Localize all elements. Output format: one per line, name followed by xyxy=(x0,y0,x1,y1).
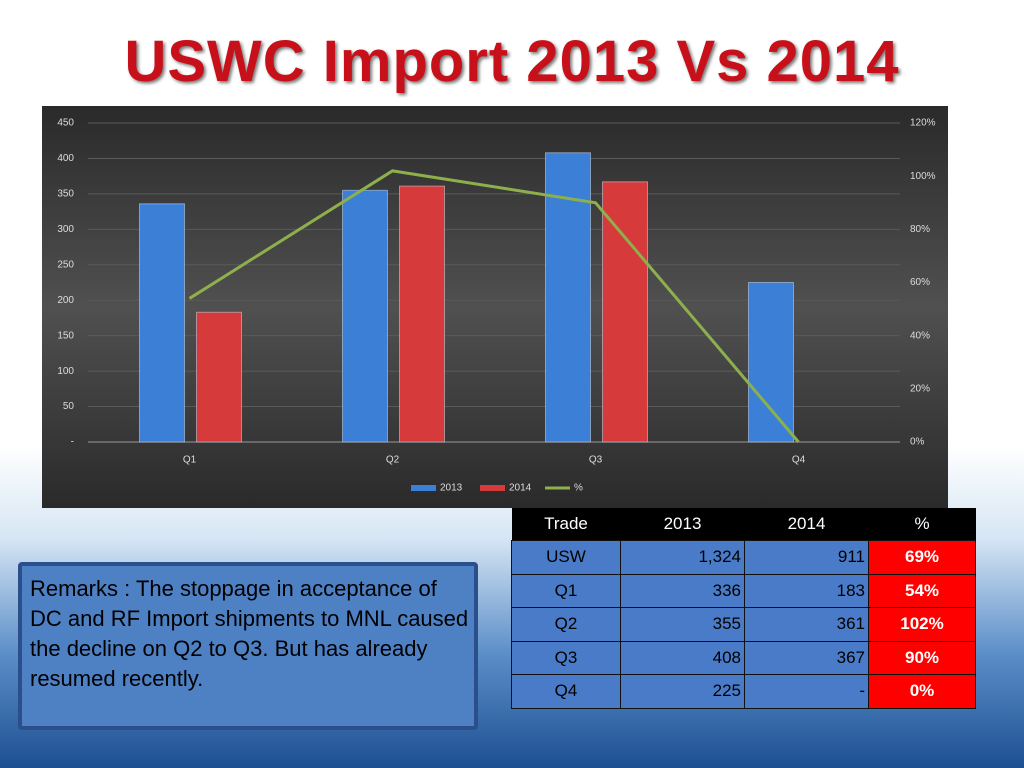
table-cell: 361 xyxy=(744,607,869,642)
y2-tick-label: 120% xyxy=(910,118,936,129)
table-cell: 69% xyxy=(868,540,976,575)
table-cell: Q4 xyxy=(511,674,621,709)
table-cell: 367 xyxy=(744,640,869,675)
legend-label: 2014 xyxy=(509,483,532,494)
y2-tick-label: 0% xyxy=(910,437,925,448)
header-cell: Trade xyxy=(511,508,621,541)
legend-label: % xyxy=(574,483,583,494)
table-cell: Q1 xyxy=(511,573,621,608)
y2-tick-label: 100% xyxy=(910,171,936,182)
slide-title: USWC Import 2013 Vs 2014 xyxy=(124,29,900,94)
x-tick-label: Q2 xyxy=(386,455,400,466)
data-table: Trade 2013 2014% USW 1,324 911 69% Q1 336 183 54% Q… xyxy=(511,508,976,709)
y-tick-label: 250 xyxy=(57,259,74,270)
bar xyxy=(399,185,445,443)
y-tick-label: 200 xyxy=(57,295,74,306)
y-tick-label: 50 xyxy=(63,401,75,412)
header-cell: 2014 xyxy=(744,508,869,541)
legend-swatch xyxy=(480,485,505,491)
table-cell: 911 xyxy=(744,540,869,575)
table-cell: 355 xyxy=(620,607,745,642)
table-row: Q2 355 361 102% xyxy=(511,607,976,642)
table-cell: USW xyxy=(511,540,621,575)
table-row: Q1 336 183 54% xyxy=(511,573,976,608)
table-cell: 225 xyxy=(620,674,745,709)
table-cell: Q2 xyxy=(511,607,621,642)
table-row: USW 1,324 911 69% xyxy=(511,540,976,575)
remarks: Remarks : The stoppage in acceptance of … xyxy=(18,562,478,730)
table-cell: 90% xyxy=(868,640,976,675)
bar xyxy=(139,203,185,443)
table-row: Q4 225-0% xyxy=(511,674,976,709)
legend-label: 2013 xyxy=(440,483,463,494)
y2-tick-label: 20% xyxy=(910,383,930,394)
x-tick-label: Q3 xyxy=(589,455,603,466)
table-cell: 408 xyxy=(620,640,745,675)
table-cell: 0% xyxy=(868,674,976,709)
y-tick-label: 450 xyxy=(57,118,74,129)
table-cell: 336 xyxy=(620,573,745,608)
bar xyxy=(196,311,242,443)
bar xyxy=(342,189,388,443)
y2-tick-label: 80% xyxy=(910,224,930,235)
y-tick-label: 150 xyxy=(57,330,74,341)
header-cell: % xyxy=(868,508,976,541)
y2-tick-label: 60% xyxy=(910,277,930,288)
y-tick-label: - xyxy=(71,437,74,448)
y-tick-label: 300 xyxy=(57,224,74,235)
bar xyxy=(748,282,794,443)
y-tick-label: 350 xyxy=(57,189,74,200)
chart: - 50 100 150 200 250 300 350 400 450 0% 20% 40% 60% 80… xyxy=(42,106,948,508)
header-cell: 2013 xyxy=(620,508,745,541)
table-row: Q3 408 367 90% xyxy=(511,640,976,675)
table-cell: - xyxy=(744,674,869,709)
line-series xyxy=(188,169,800,443)
table-cell: 183 xyxy=(744,573,869,608)
y-tick-label: 100 xyxy=(57,366,74,377)
table-cell: 1,324 xyxy=(620,540,745,575)
table-cell: Q3 xyxy=(511,640,621,675)
table-cell: 54% xyxy=(868,573,976,608)
bar xyxy=(602,181,648,443)
y2-tick-label: 40% xyxy=(910,330,930,341)
x-tick-label: Q4 xyxy=(792,455,806,466)
legend-swatch xyxy=(411,485,436,491)
y-tick-label: 400 xyxy=(57,153,74,164)
header-row: Trade 2013 2014% xyxy=(511,508,976,541)
x-tick-label: Q1 xyxy=(183,455,197,466)
table-cell: 102% xyxy=(868,607,976,642)
